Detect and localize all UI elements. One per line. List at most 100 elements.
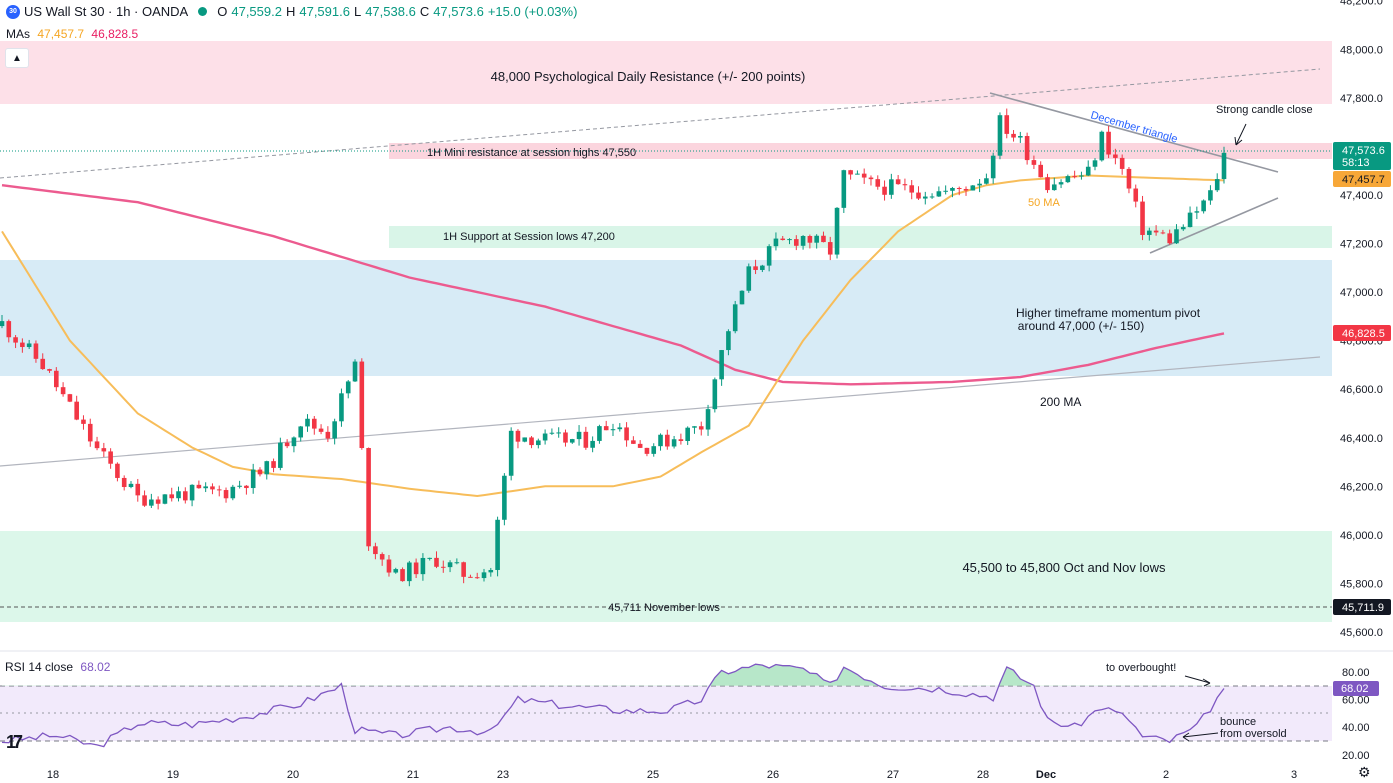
low-label: L	[353, 4, 362, 19]
candle-body	[189, 484, 195, 501]
candle-body	[732, 304, 738, 332]
candle-body	[807, 235, 813, 243]
candle-body	[685, 427, 690, 441]
strong-close-label: Strong candle close	[1216, 104, 1313, 116]
candle-body	[210, 486, 215, 490]
candle-body	[963, 188, 969, 191]
candle-body	[87, 423, 93, 442]
candle-body	[936, 191, 942, 197]
change-value: +15.0 (+0.03%)	[487, 4, 578, 19]
candle-body	[74, 401, 79, 420]
pivot-zone	[0, 260, 1332, 376]
rsi-value-tag	[1333, 681, 1379, 696]
rsi-legend-label: RSI 14 close	[5, 660, 74, 674]
candle-body	[1153, 230, 1159, 233]
candle-body	[1099, 131, 1105, 161]
candle-body	[861, 173, 867, 178]
candle-body	[474, 577, 480, 579]
candle-body	[569, 439, 575, 443]
close-label: C	[419, 4, 430, 19]
candle-body	[352, 361, 358, 382]
candle-body	[1018, 136, 1023, 138]
chart-header: 30 US Wall St 30 · 1h · OANDA O 47,559.2 …	[6, 4, 577, 19]
candle-body	[1221, 152, 1227, 180]
price-axis[interactable]: 45,600.0 45,800.0 46,000.0 46,200.0 46,400.0…	[1340, 0, 1383, 639]
time-tick-label: Dec	[1036, 769, 1056, 781]
ma-legend[interactable]: MAs 47,457.7 46,828.5	[6, 27, 138, 41]
gear-icon[interactable]: ⚙	[1358, 764, 1371, 780]
candle-body	[26, 343, 32, 348]
candle-body	[413, 562, 419, 575]
pivot-label-line1: Higher timeframe momentum pivot	[1016, 306, 1201, 320]
collapse-legend-button[interactable]: ▲	[5, 48, 29, 68]
candle-body	[420, 557, 426, 575]
time-tick-label: 23	[497, 769, 509, 781]
price-tick-label: 48,200.0	[1340, 0, 1383, 8]
last-price-tag	[1333, 142, 1391, 170]
candle-body	[1024, 136, 1030, 161]
candle-body	[67, 394, 73, 402]
candle-body	[902, 184, 908, 186]
candle-body	[841, 170, 847, 208]
support-zone	[389, 226, 1332, 248]
candle-body	[508, 430, 514, 476]
candle-body	[33, 343, 39, 359]
candle-body	[284, 442, 290, 447]
low-value: 47,538.6	[365, 4, 416, 19]
candle-body	[522, 437, 528, 442]
candle-body	[440, 566, 446, 568]
candlesticks	[0, 108, 1227, 587]
candle-body	[624, 427, 629, 441]
candle-body	[726, 331, 731, 351]
ma50-price-tag	[1333, 171, 1391, 187]
price-tick-label: 45,600.0	[1340, 627, 1383, 639]
candle-body	[631, 440, 636, 444]
candle-body	[658, 434, 663, 447]
candle-body	[997, 115, 1003, 156]
candle-body	[719, 350, 724, 380]
candle-body	[264, 461, 270, 475]
candle-body	[827, 242, 833, 255]
to-overbought-label: to overbought!	[1106, 662, 1176, 674]
candle-body	[379, 554, 385, 560]
candle-body	[970, 185, 976, 191]
close-value: 47,573.6	[433, 4, 484, 19]
candle-body	[549, 432, 555, 434]
candle-body	[1106, 131, 1111, 155]
candle-body	[386, 559, 392, 573]
time-tick-label: 28	[977, 769, 989, 781]
candle-body	[773, 238, 779, 247]
time-tick-label: 25	[647, 769, 659, 781]
symbol-logo-icon: 30	[6, 4, 20, 19]
candle-body	[257, 469, 263, 475]
candle-body	[291, 437, 297, 447]
candle-body	[1085, 166, 1091, 176]
price-tick-label: 47,400.0	[1340, 190, 1383, 202]
candle-body	[366, 448, 371, 547]
mini-resistance-label: 1H Mini resistance at session highs 47,5…	[427, 147, 636, 159]
candle-body	[1045, 177, 1050, 191]
candle-body	[1011, 133, 1016, 138]
candle-body	[583, 431, 589, 448]
candle-body	[47, 369, 52, 371]
rsi-legend-value: 68.02	[80, 660, 111, 674]
nov-low-price-tag	[1333, 599, 1391, 615]
candle-body	[875, 179, 881, 187]
candle-body	[610, 429, 616, 431]
candle-body	[101, 448, 107, 452]
rsi-legend[interactable]: RSI 14 close 68.02	[5, 660, 110, 674]
candle-body	[81, 419, 86, 424]
time-axis[interactable]: 18 19 20 21 23 25 26 27 28 Dec 2 3	[47, 769, 1297, 781]
candle-body	[155, 499, 161, 504]
symbol-title[interactable]: US Wall St 30 · 1h · OANDA	[24, 4, 189, 19]
tradingview-logo[interactable]: 17	[6, 732, 23, 752]
rsi-axis: 20.00 40.00 60.00 80.00	[1342, 667, 1370, 762]
ma200-label: 200 MA	[1040, 395, 1081, 409]
ma200-price-tag-value: 46,828.5	[1342, 328, 1385, 340]
candle-body	[929, 196, 935, 198]
candle-body	[223, 490, 229, 499]
candle-body	[250, 469, 256, 489]
candle-body	[787, 239, 792, 241]
candle-body	[373, 546, 378, 555]
